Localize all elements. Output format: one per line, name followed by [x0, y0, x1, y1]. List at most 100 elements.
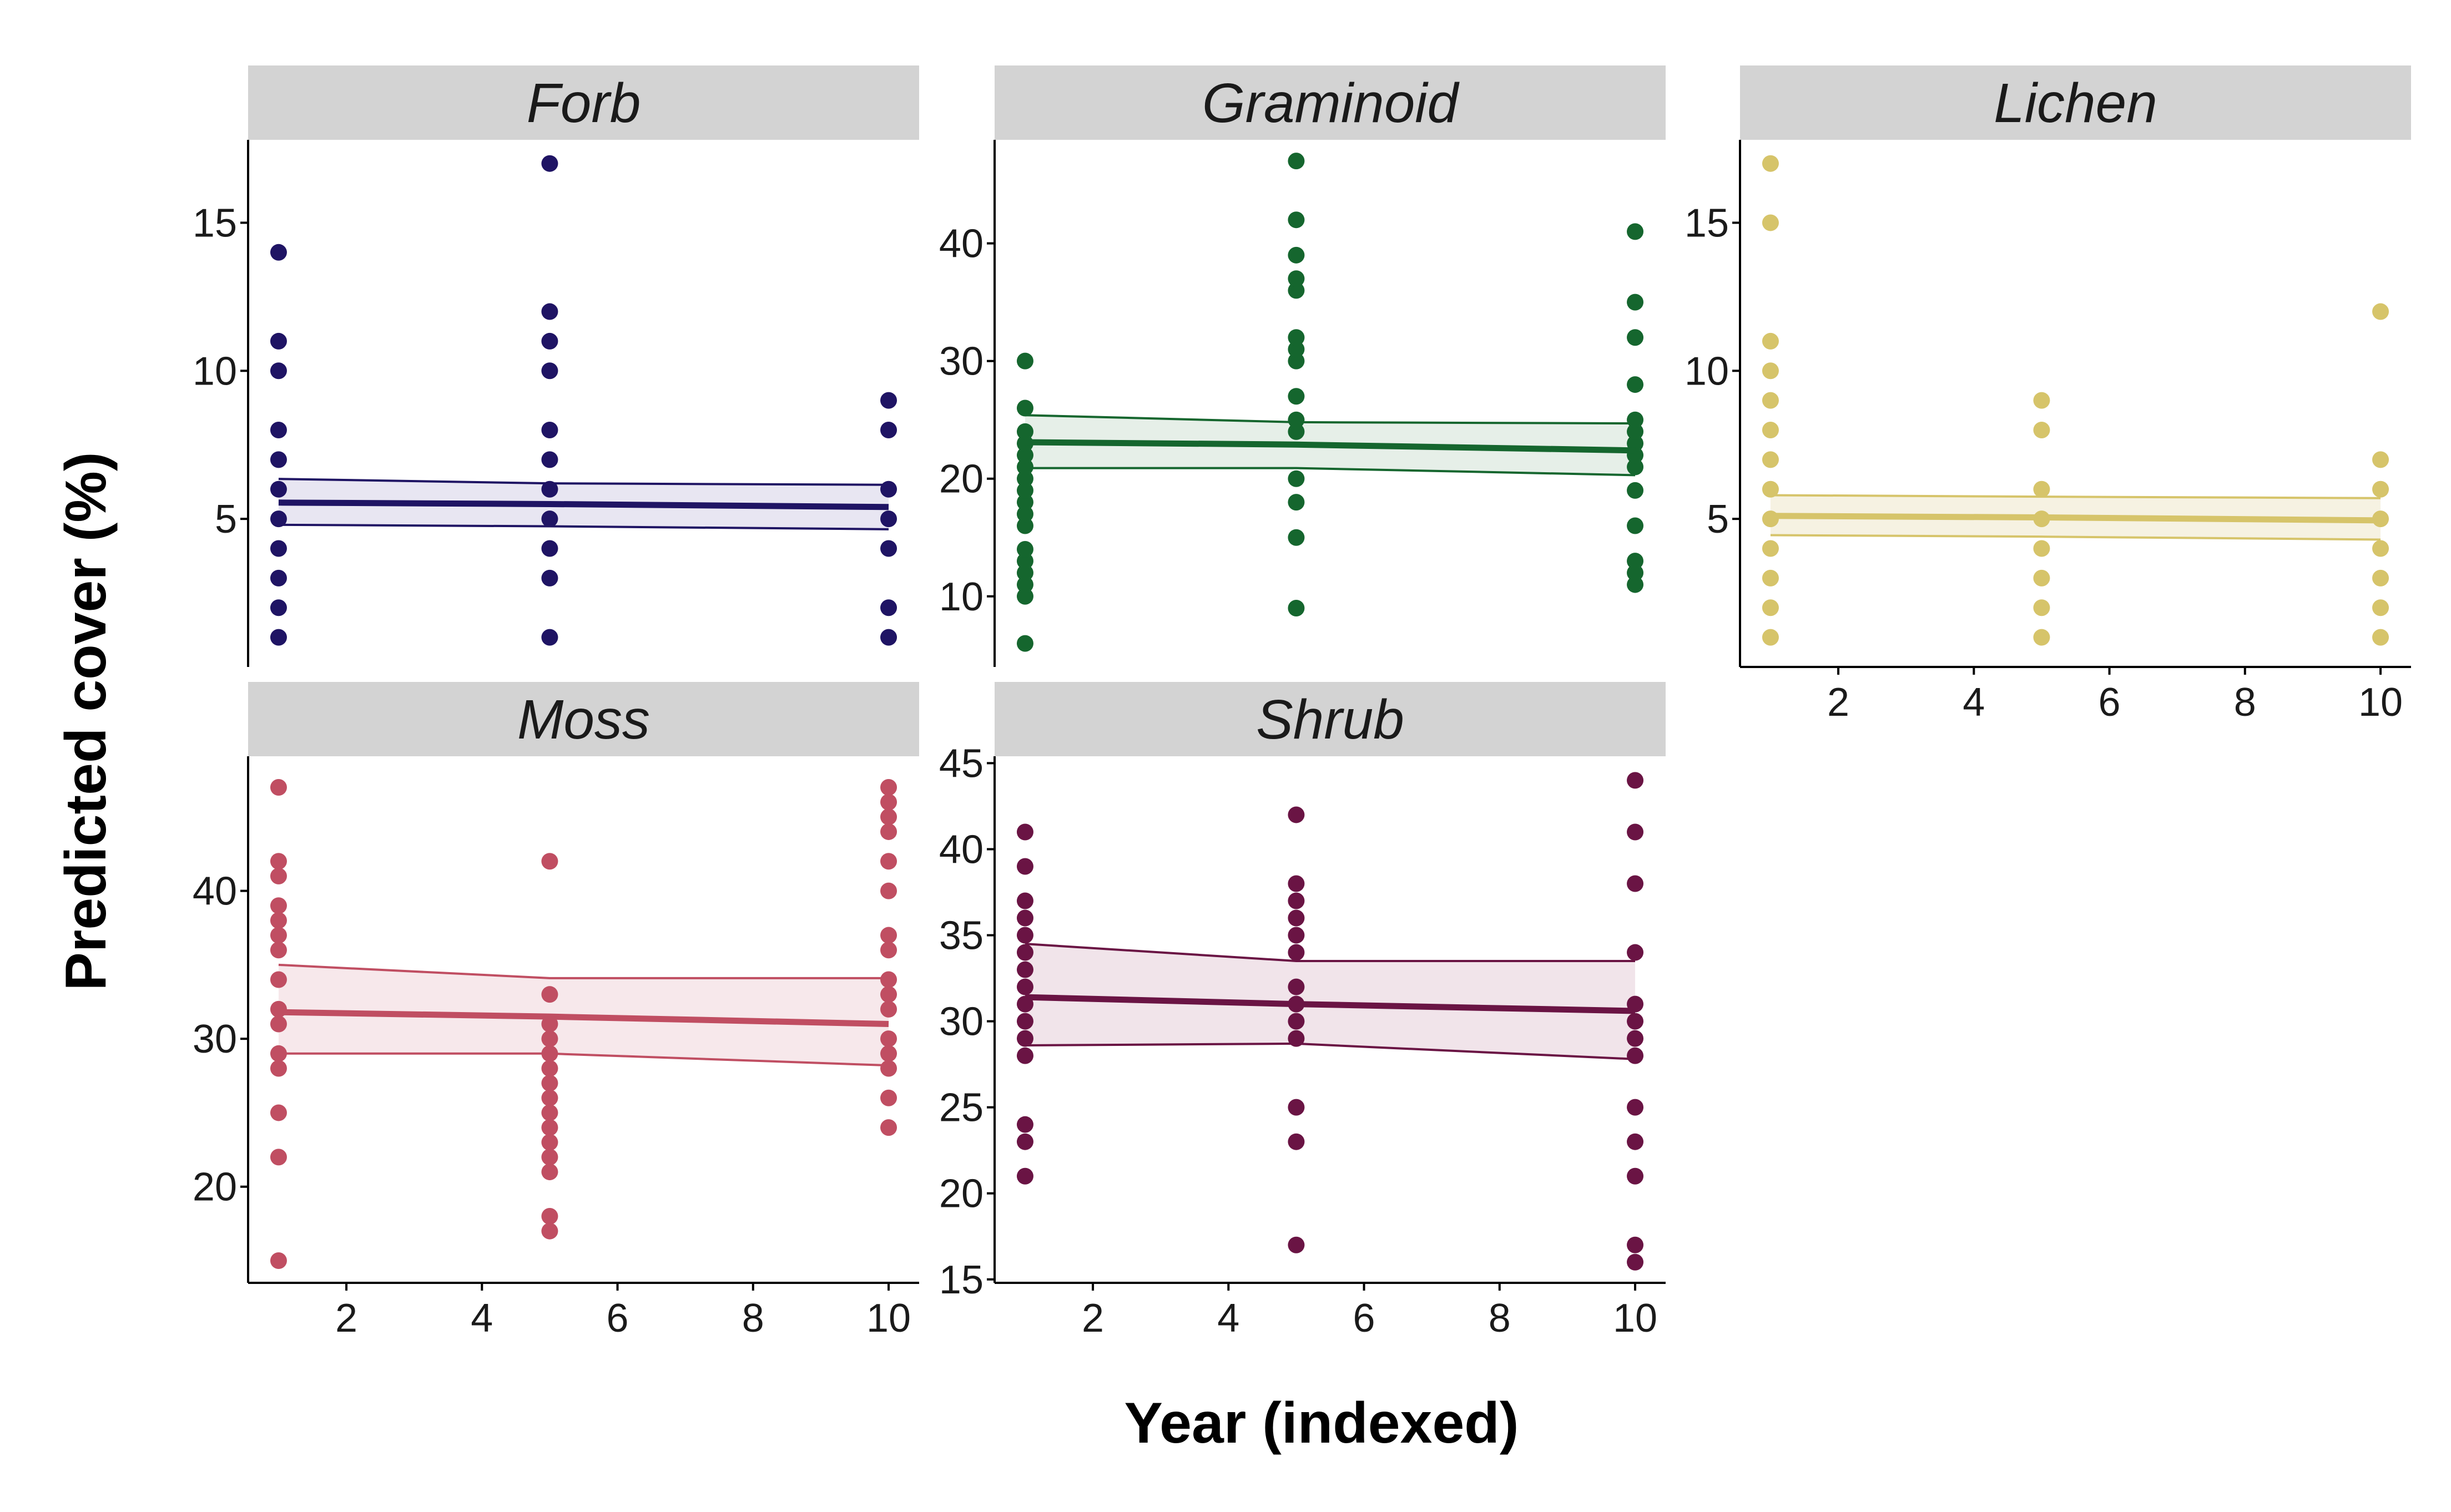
data-point	[541, 362, 558, 380]
data-point	[1016, 400, 1033, 417]
data-point	[880, 793, 897, 811]
upper-bound-line-moss	[278, 963, 889, 979]
fitted-line-moss	[278, 1009, 889, 1027]
data-point	[1288, 1236, 1305, 1253]
data-point	[1288, 875, 1305, 892]
lower-bound-line-lichen	[1770, 534, 2381, 541]
data-point	[1288, 388, 1305, 405]
data-point	[1288, 892, 1305, 909]
x-tick-label: 8	[742, 1296, 764, 1341]
panel-title-lichen: Lichen	[1994, 72, 2157, 134]
data-point	[541, 569, 558, 586]
data-point	[1627, 1133, 1644, 1150]
panel-strip-graminoid	[995, 65, 1666, 140]
data-point	[270, 778, 287, 796]
panel-title-shrub: Shrub	[1256, 689, 1404, 751]
data-point	[270, 942, 287, 959]
data-point	[880, 540, 897, 557]
data-point	[2372, 303, 2389, 320]
y-tick-label: 20	[939, 1172, 984, 1216]
data-point	[880, 481, 897, 498]
data-point	[1016, 1013, 1033, 1030]
data-point	[1627, 1030, 1644, 1047]
data-point	[880, 778, 897, 796]
data-point	[1016, 470, 1033, 487]
data-point	[1016, 823, 1033, 841]
data-point	[1016, 1167, 1033, 1185]
panel-strip-moss	[248, 682, 919, 756]
data-point	[270, 569, 287, 586]
data-point	[880, 971, 897, 988]
data-point	[1288, 470, 1305, 487]
data-point	[541, 1222, 558, 1240]
data-point	[1627, 1167, 1644, 1185]
data-point	[541, 1045, 558, 1062]
data-point	[541, 1104, 558, 1121]
data-point	[541, 481, 558, 498]
x-tick-label: 2	[1827, 680, 1849, 725]
data-point	[1762, 422, 1779, 439]
data-point	[1288, 494, 1305, 511]
data-point	[541, 1164, 558, 1181]
data-point	[1627, 294, 1644, 311]
data-point	[1627, 1253, 1644, 1271]
data-point	[1627, 1099, 1644, 1116]
y-tick-label: 20	[193, 1165, 237, 1210]
data-point	[541, 1119, 558, 1136]
data-point	[880, 1030, 897, 1048]
x-tick-label: 4	[1963, 680, 1985, 725]
data-point	[2033, 540, 2050, 557]
data-point	[541, 422, 558, 439]
y-tick-label: 40	[939, 827, 984, 872]
data-point	[1288, 529, 1305, 546]
y-tick-label: 15	[193, 201, 237, 245]
data-point	[1016, 892, 1033, 909]
x-tick-label: 8	[1489, 1296, 1511, 1341]
x-tick-label: 6	[2099, 680, 2121, 725]
data-point	[270, 1060, 287, 1077]
data-point	[880, 392, 897, 409]
data-point	[2033, 599, 2050, 616]
data-point	[270, 422, 287, 439]
facet-panels: Forb 5 10 15 Graminoid 10 20 30 40 Lichen 5 10 15 2 4 6…	[193, 65, 2411, 1341]
y-tick-label: 10	[193, 349, 237, 393]
panel-strip-shrub	[995, 682, 1666, 756]
data-point	[880, 882, 897, 899]
data-point	[1762, 451, 1779, 468]
data-point	[541, 1030, 558, 1048]
data-point	[1627, 944, 1644, 961]
data-point	[1627, 772, 1644, 789]
data-point	[1288, 423, 1305, 440]
data-point	[1762, 392, 1779, 409]
y-tick-label: 10	[939, 575, 984, 619]
data-point	[270, 510, 287, 528]
data-point	[541, 1134, 558, 1151]
data-point	[1762, 540, 1779, 557]
data-point	[1016, 961, 1033, 978]
data-point	[1016, 540, 1033, 558]
y-tick-label: 5	[1707, 497, 1729, 542]
data-point	[270, 451, 287, 468]
data-point	[1762, 362, 1779, 380]
data-point	[1016, 1030, 1033, 1047]
data-point	[1627, 376, 1644, 393]
data-point	[880, 1045, 897, 1062]
data-point	[880, 1089, 897, 1106]
data-point	[880, 808, 897, 826]
data-point	[2372, 569, 2389, 586]
y-tick-label: 25	[939, 1086, 984, 1130]
data-point	[1016, 494, 1033, 511]
data-point	[2033, 422, 2050, 439]
data-point	[541, 1208, 558, 1225]
data-point	[541, 155, 558, 172]
x-tick-label: 10	[2358, 680, 2403, 725]
x-axis-title: Year (indexed)	[1124, 1391, 1519, 1455]
data-point	[1627, 823, 1644, 841]
upper-bound-line-shrub	[1025, 943, 1636, 963]
y-tick-label: 30	[193, 1017, 237, 1061]
data-point	[1288, 153, 1305, 170]
data-point	[1627, 1013, 1644, 1030]
data-point	[1016, 944, 1033, 961]
data-point	[541, 1015, 558, 1033]
